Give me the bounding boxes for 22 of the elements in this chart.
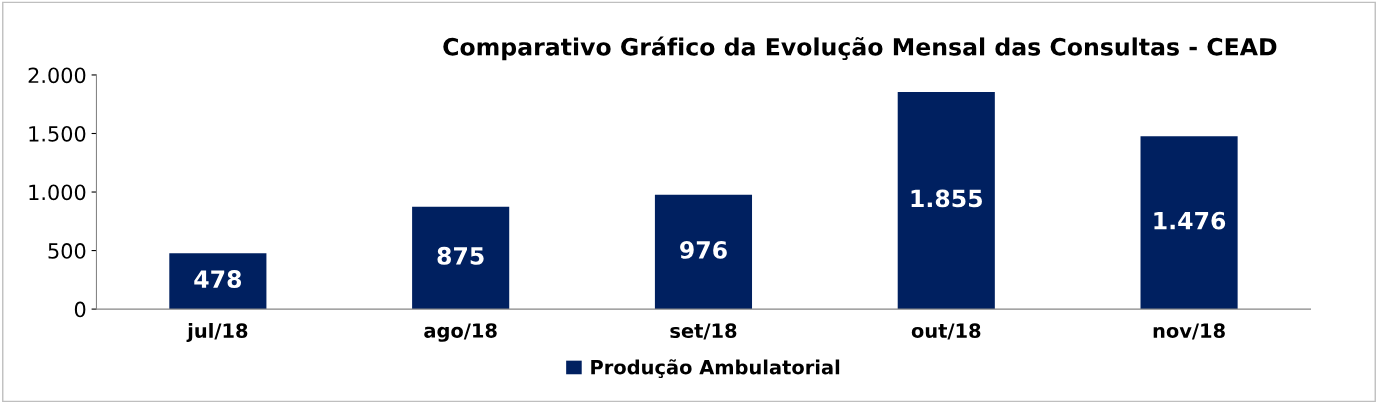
bar (654, 194, 753, 310)
legend-label: Produção Ambulatorial (591, 359, 840, 379)
x-tick-label: ago/18 (424, 323, 497, 342)
bar (412, 206, 510, 310)
data-label: 1.476 (1154, 211, 1226, 230)
data-label: 1.855 (911, 189, 982, 208)
bar (897, 91, 995, 310)
x-tick-label: nov/18 (1153, 323, 1225, 340)
bar (169, 253, 267, 310)
y-tick-label: 1.000 (29, 184, 86, 201)
y-tick-label: 500 (48, 243, 86, 259)
x-tick-label: jul/18 (186, 322, 248, 342)
bar (1140, 136, 1238, 310)
y-tick-label: 1.500 (29, 125, 86, 142)
data-label: 875 (437, 246, 484, 265)
data-label: 976 (680, 240, 727, 259)
y-tick-label: 2.000 (28, 67, 86, 84)
chart-title: Comparativo Gráfico da Evolução Mensal das Consultas - CEAD (443, 36, 1277, 61)
x-tick-label: out/18 (911, 323, 981, 340)
data-label: 478 (194, 270, 242, 288)
y-tick-label: 0 (74, 301, 86, 318)
x-tick-label: set/18 (670, 323, 737, 340)
